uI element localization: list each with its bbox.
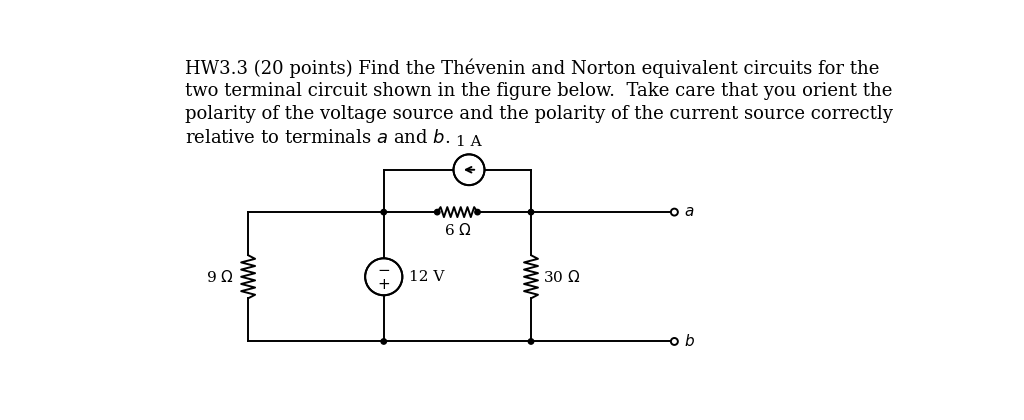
Text: $+$: $+$: [377, 278, 390, 291]
Circle shape: [671, 209, 678, 215]
Circle shape: [381, 210, 386, 215]
Circle shape: [434, 210, 440, 215]
Text: HW3.3 (20 points) Find the Thévenin and Norton equivalent circuits for the: HW3.3 (20 points) Find the Thévenin and …: [184, 58, 879, 78]
Text: 6 $\Omega$: 6 $\Omega$: [443, 222, 471, 238]
Text: relative to terminals $a$ and $b$.: relative to terminals $a$ and $b$.: [184, 129, 450, 147]
Text: $-$: $-$: [377, 262, 390, 276]
Circle shape: [671, 338, 678, 345]
Circle shape: [475, 210, 480, 215]
Text: 1 A: 1 A: [456, 135, 482, 149]
Text: polarity of the voltage source and the polarity of the current source correctly: polarity of the voltage source and the p…: [184, 105, 893, 123]
Text: two terminal circuit shown in the figure below.  Take care that you orient the: two terminal circuit shown in the figure…: [184, 81, 892, 100]
Text: $a$: $a$: [684, 205, 694, 219]
Text: 30 $\Omega$: 30 $\Omega$: [543, 269, 580, 285]
Circle shape: [528, 210, 534, 215]
Text: $b$: $b$: [684, 333, 694, 349]
Text: 9 $\Omega$: 9 $\Omega$: [207, 269, 234, 285]
Circle shape: [381, 339, 386, 344]
Text: 12 V: 12 V: [409, 270, 444, 284]
Circle shape: [528, 339, 534, 344]
Circle shape: [366, 258, 402, 295]
Circle shape: [454, 154, 484, 185]
